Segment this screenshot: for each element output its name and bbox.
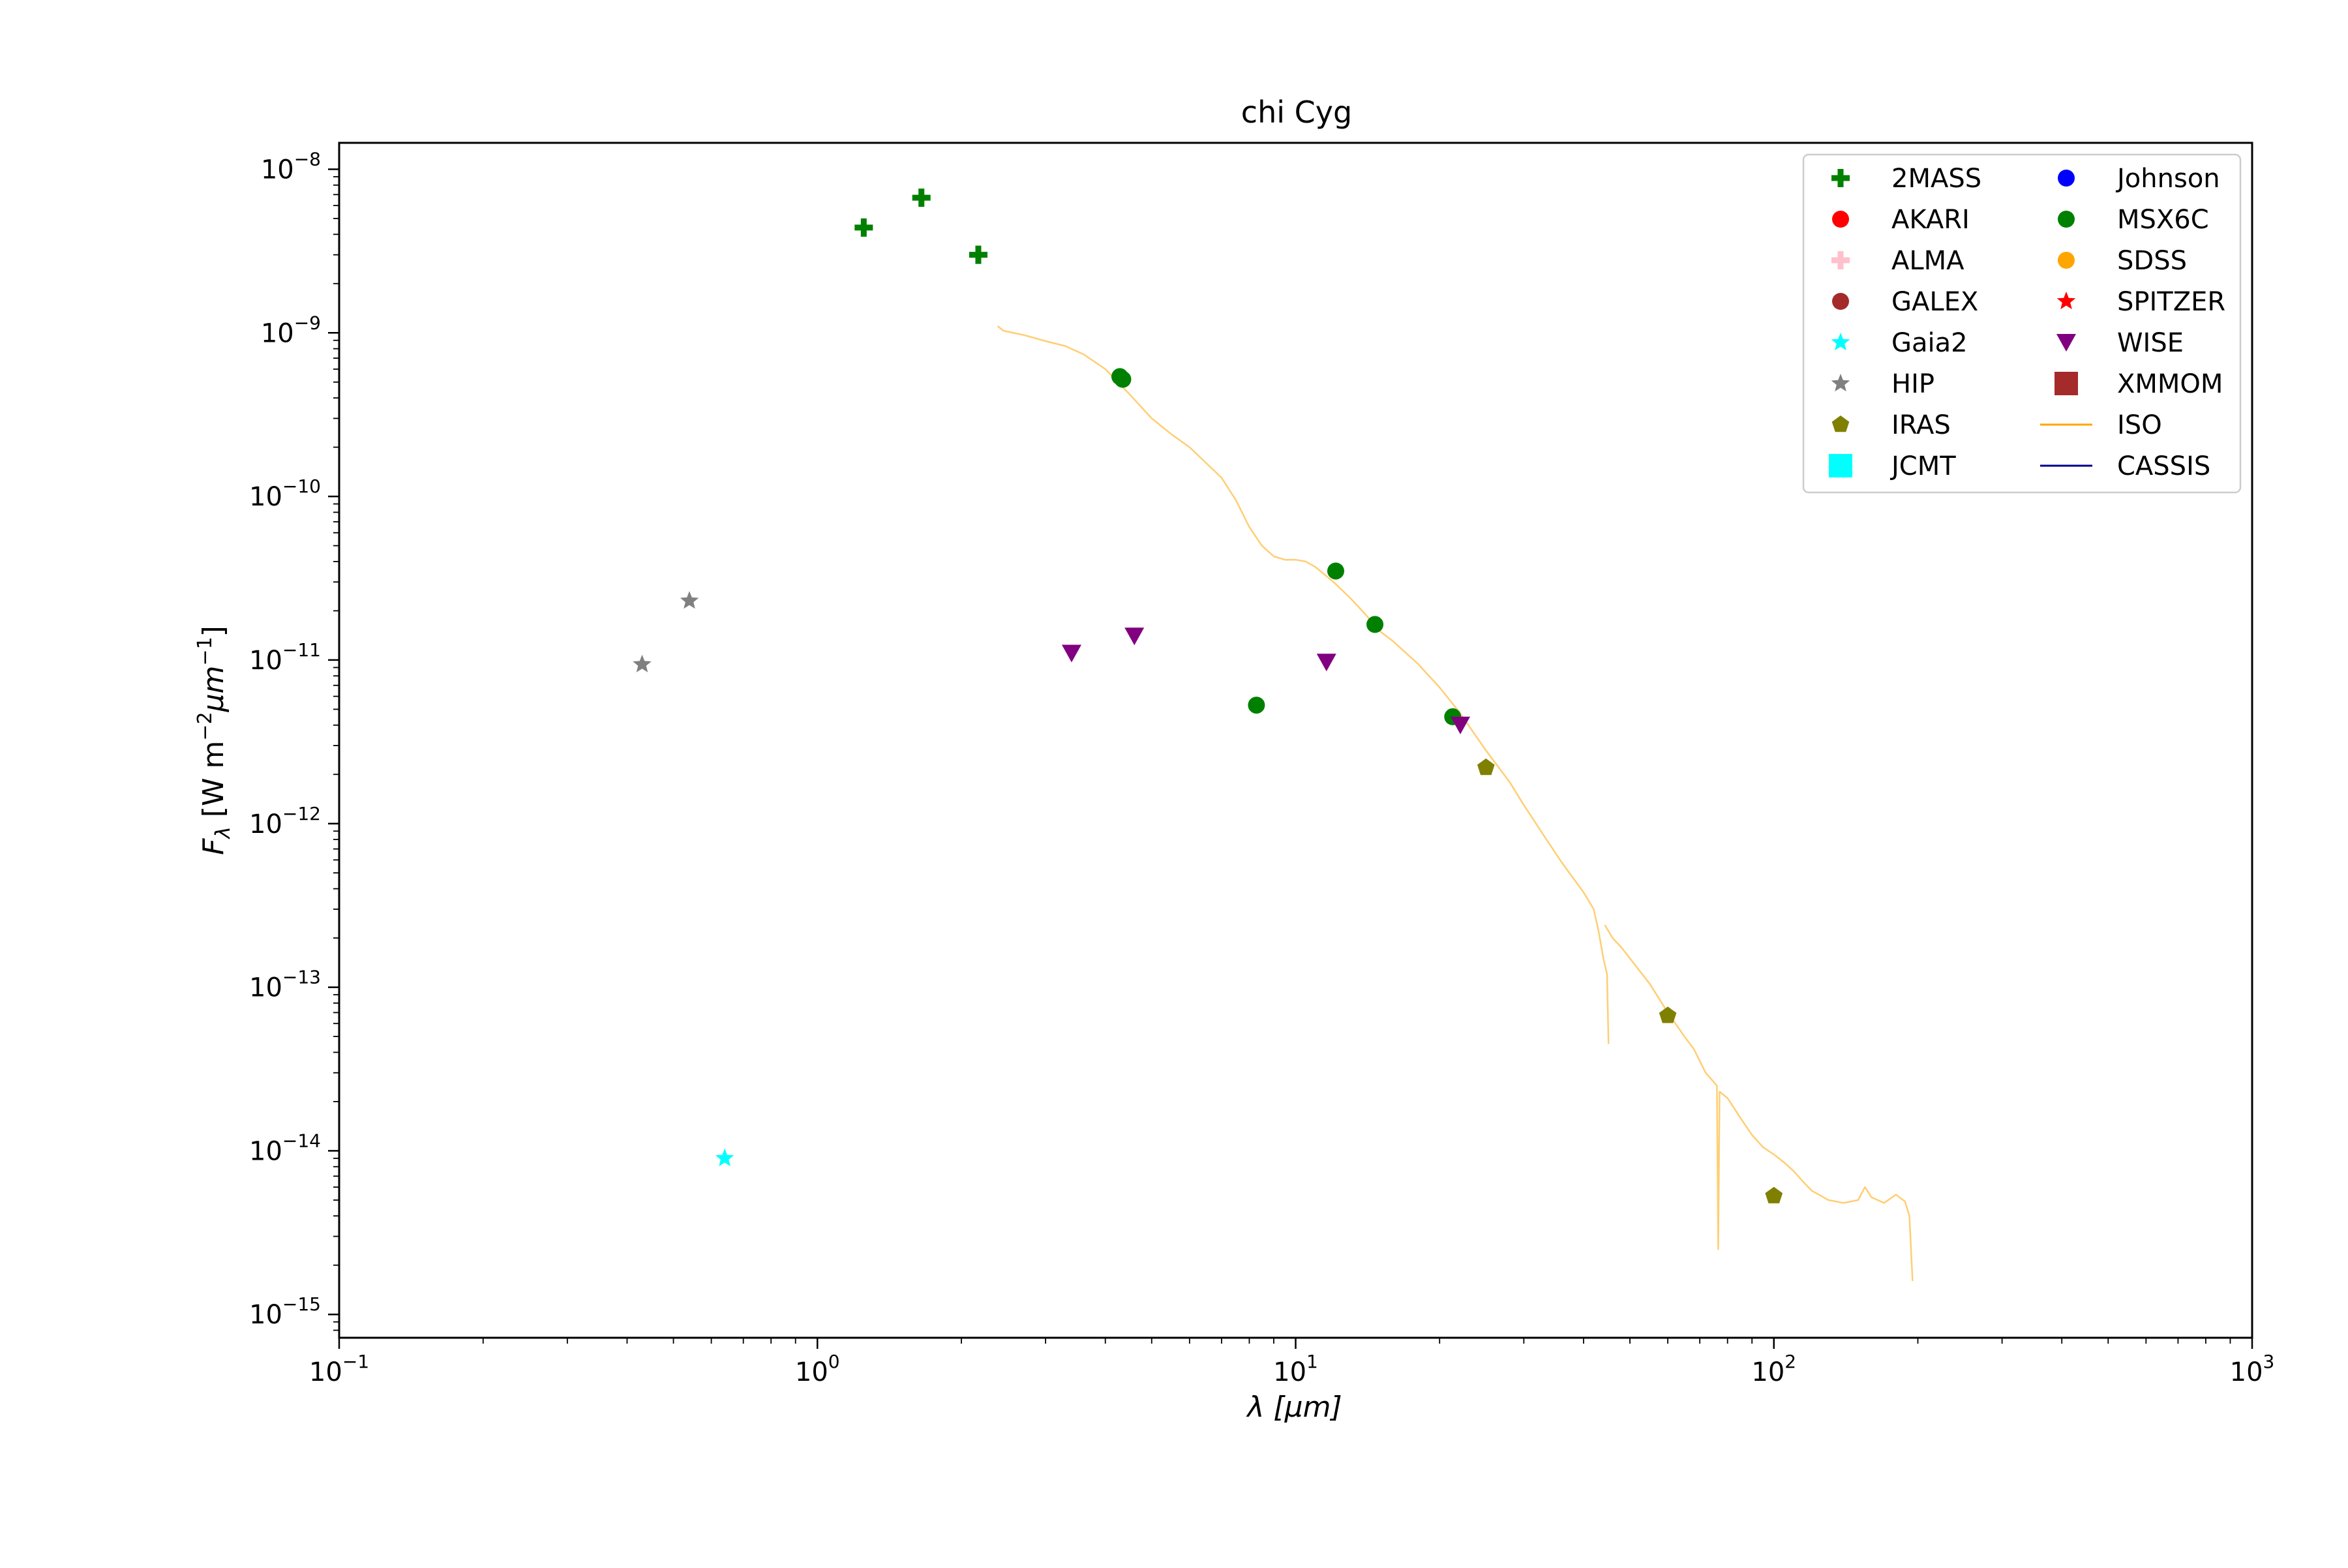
data-point-hip-0	[633, 654, 652, 672]
data-point-2mass-1	[912, 188, 931, 207]
legend-handle-msx6c	[2058, 211, 2075, 228]
x-tick-label-2: 101	[1273, 1351, 1318, 1387]
legend-label-iso: ISO	[2117, 410, 2162, 440]
legend-label-sdss: SDSS	[2117, 246, 2187, 276]
data-point-2mass-0	[854, 218, 873, 237]
legend-handle-2mass	[1831, 169, 1850, 187]
legend-label-hip: HIP	[1891, 369, 1934, 399]
x-tick-label-0: 10−1	[309, 1351, 369, 1387]
data-point-hip-1	[680, 591, 699, 609]
data-point-iras-0	[1477, 758, 1495, 776]
y-tick-label-2: 10−13	[249, 967, 321, 1003]
x-axis-label: λ [μm]	[1246, 1391, 1342, 1424]
legend-handle-xmmom	[2054, 372, 2078, 395]
legend-label-galex: GALEX	[1891, 287, 1978, 317]
x-tick-label-1: 100	[795, 1351, 840, 1387]
data-point-msx6c-3	[1327, 562, 1344, 580]
y-tick-label-3: 10−12	[249, 803, 321, 839]
data-point-wise-1	[1124, 627, 1145, 646]
legend-label-alma: ALMA	[1891, 246, 1964, 276]
legend-label-cassis: CASSIS	[2117, 451, 2210, 481]
x-axis: 10−1 100 101 102 103	[309, 1338, 2274, 1387]
legend-handle-wise	[2056, 334, 2076, 352]
legend-handle-sdss	[2058, 252, 2075, 269]
data-point-msx6c-1	[1114, 370, 1132, 388]
y-tick-label-7: 10−8	[261, 148, 321, 185]
y-tick-label-0: 10−15	[249, 1293, 321, 1330]
legend-label-wise: WISE	[2117, 328, 2184, 358]
legend-handle-gaia2	[1831, 333, 1850, 351]
legend-label-2mass: 2MASS	[1891, 164, 1981, 194]
legend-handle-spitzer	[2056, 292, 2076, 310]
legend-handle-johnson	[2058, 170, 2075, 187]
data-point-gaia2-0	[715, 1148, 734, 1166]
legend-label-iras: IRAS	[1891, 410, 1951, 440]
x-tick-label-3: 102	[1751, 1351, 1796, 1387]
legend-label-msx6c: MSX6C	[2117, 205, 2209, 235]
y-axis: 10−15 10−14 10−13 10−12 10−11 10−10 10−9 10−8	[249, 148, 339, 1331]
y-tick-label-5: 10−10	[249, 475, 321, 512]
y-tick-label-6: 10−9	[261, 312, 321, 348]
data-point-wise-3	[1451, 716, 1471, 734]
legend-label-johnson: Johnson	[2115, 164, 2220, 194]
legend-label-akari: AKARI	[1891, 205, 1970, 235]
legend-handle-akari	[1832, 211, 1849, 228]
data-point-msx6c-2	[1248, 697, 1265, 714]
data-point-iras-2	[1765, 1186, 1783, 1203]
y-tick-label-4: 10−11	[249, 639, 321, 676]
legend-handle-alma	[1831, 251, 1850, 269]
data-point-wise-0	[1061, 644, 1081, 663]
legend-label-spitzer: SPITZER	[2117, 287, 2225, 317]
y-tick-label-1: 10−14	[249, 1130, 321, 1166]
data-point-iras-1	[1659, 1006, 1677, 1023]
legend-label-xmmom: XMMOM	[2117, 369, 2223, 399]
legend-box	[1802, 153, 2242, 494]
x-tick-label-4: 103	[2230, 1351, 2275, 1387]
chart-title: chi Cyg	[1241, 95, 1352, 130]
legend: 2MASS AKARI ALMA GALEX Gaia2 HIP IRAS JCMT Johns…	[1802, 153, 2242, 494]
legend-handle-jcmt	[1829, 454, 1852, 477]
data-point-2mass-2	[969, 245, 987, 264]
plot-area	[633, 188, 1914, 1282]
legend-handle-iras	[1831, 415, 1850, 432]
legend-label-jcmt: JCMT	[1889, 451, 1956, 481]
legend-label-gaia2: Gaia2	[1891, 328, 1968, 358]
legend-handle-galex	[1832, 293, 1849, 310]
data-point-msx6c-4	[1366, 616, 1384, 633]
y-axis-label: Fλ [W m−2μm−1]	[194, 626, 235, 855]
legend-handle-hip	[1831, 374, 1850, 392]
data-point-wise-2	[1316, 654, 1336, 672]
